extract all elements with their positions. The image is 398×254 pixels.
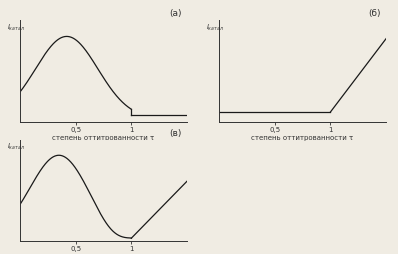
X-axis label: степень оттитрованности τ: степень оттитрованности τ: [53, 135, 154, 141]
Text: (в): (в): [170, 129, 182, 138]
Text: $I_{\mathit{катал}}$: $I_{\mathit{катал}}$: [6, 22, 25, 33]
Text: (а): (а): [170, 9, 182, 18]
Text: $I_{\mathit{катал}}$: $I_{\mathit{катал}}$: [205, 22, 224, 33]
Text: $I_{\mathit{катал}}$: $I_{\mathit{катал}}$: [6, 142, 25, 152]
Text: (б): (б): [369, 9, 381, 18]
X-axis label: степень оттитрованности τ: степень оттитрованности τ: [252, 135, 353, 141]
